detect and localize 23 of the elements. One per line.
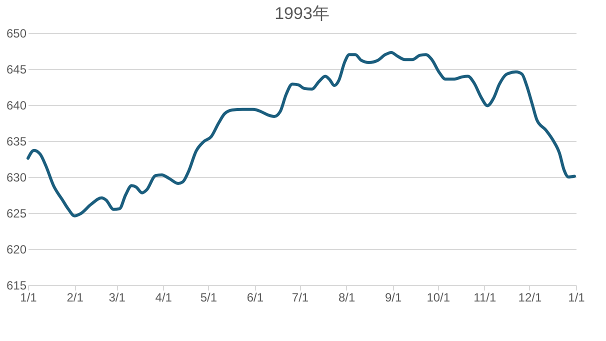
x-tick-label: 9/1 [384,290,402,304]
x-tick-label: 4/1 [155,290,172,304]
x-tick-label: 7/1 [292,290,309,304]
x-tick-label: 2/1 [66,290,84,304]
chart-title: 1993年 [274,4,330,23]
y-tick-label: 645 [6,62,27,76]
y-tick-label: 625 [6,206,27,220]
y-tick-label: 615 [6,278,27,292]
x-tick-label: 1/1 [20,290,38,304]
y-tick-label: 640 [6,98,27,112]
y-tick-label: 650 [6,26,27,40]
x-tick-label: 1/1 [568,290,586,304]
x-tick-label: 8/1 [338,290,356,304]
x-tick-label: 11/1 [474,290,496,304]
x-tick-label: 6/1 [246,290,264,304]
x-tick-label: 10/1 [426,290,450,304]
y-tick-label: 630 [6,170,27,184]
y-tick-label: 620 [6,242,27,256]
line-series [26,50,576,218]
x-tick-label: 3/1 [108,290,126,304]
y-tick-label: 635 [6,134,27,148]
x-tick-label: 12/1 [518,290,542,304]
x-tick-label: 5/1 [200,290,218,304]
